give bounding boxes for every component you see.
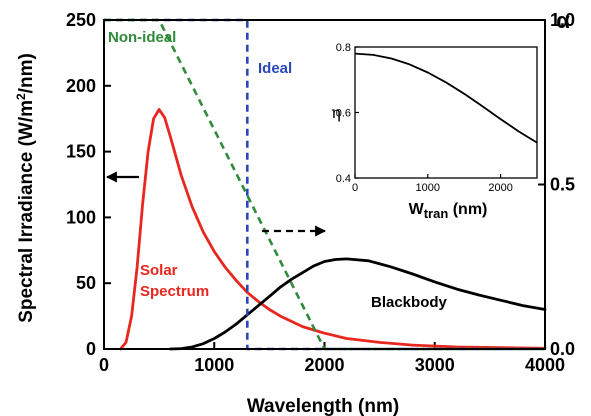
series-line-blackbody — [170, 259, 545, 349]
inset-x-tick-label: 1000 — [416, 182, 440, 194]
y-tick-label: 50 — [76, 273, 96, 293]
x-tick-label: 2000 — [304, 355, 344, 375]
y-axis-label: Spectral Irradiance (W/m2/nm) — [14, 53, 37, 323]
label-blackbody: Blackbody — [371, 294, 448, 311]
y2-tick-label: 0.0 — [550, 339, 575, 359]
inset-y-tick-label: 0.8 — [336, 42, 351, 54]
y-tick-label: 250 — [66, 10, 96, 30]
label-solar-line2: Spectrum — [140, 283, 209, 300]
inset-y-tick-label: 0.4 — [336, 173, 351, 185]
inset-x-tick-label: 0 — [352, 182, 358, 194]
y-tick-label: 200 — [66, 76, 96, 96]
x-axis-label: Wavelength (nm) — [247, 396, 399, 416]
label-solar-line1: Solar — [140, 262, 178, 279]
x-tick-label: 0 — [99, 355, 109, 375]
inset-y-label: η — [331, 103, 341, 122]
y-tick-label: 150 — [66, 142, 96, 162]
y-tick-label: 0 — [86, 339, 96, 359]
inset-background — [355, 47, 537, 178]
label-non-ideal: Non-ideal — [108, 29, 176, 46]
x-tick-label: 3000 — [415, 355, 455, 375]
y2-tick-label: 0.5 — [550, 175, 575, 195]
y-tick-label: 100 — [66, 207, 96, 227]
x-tick-label: 1000 — [194, 355, 234, 375]
label-ideal: Ideal — [258, 60, 292, 77]
inset-x-tick-label: 2000 — [488, 182, 512, 194]
inset-x-label: Wtran (nm) — [409, 201, 488, 221]
y2-tick-label: 1.0 — [550, 10, 575, 30]
